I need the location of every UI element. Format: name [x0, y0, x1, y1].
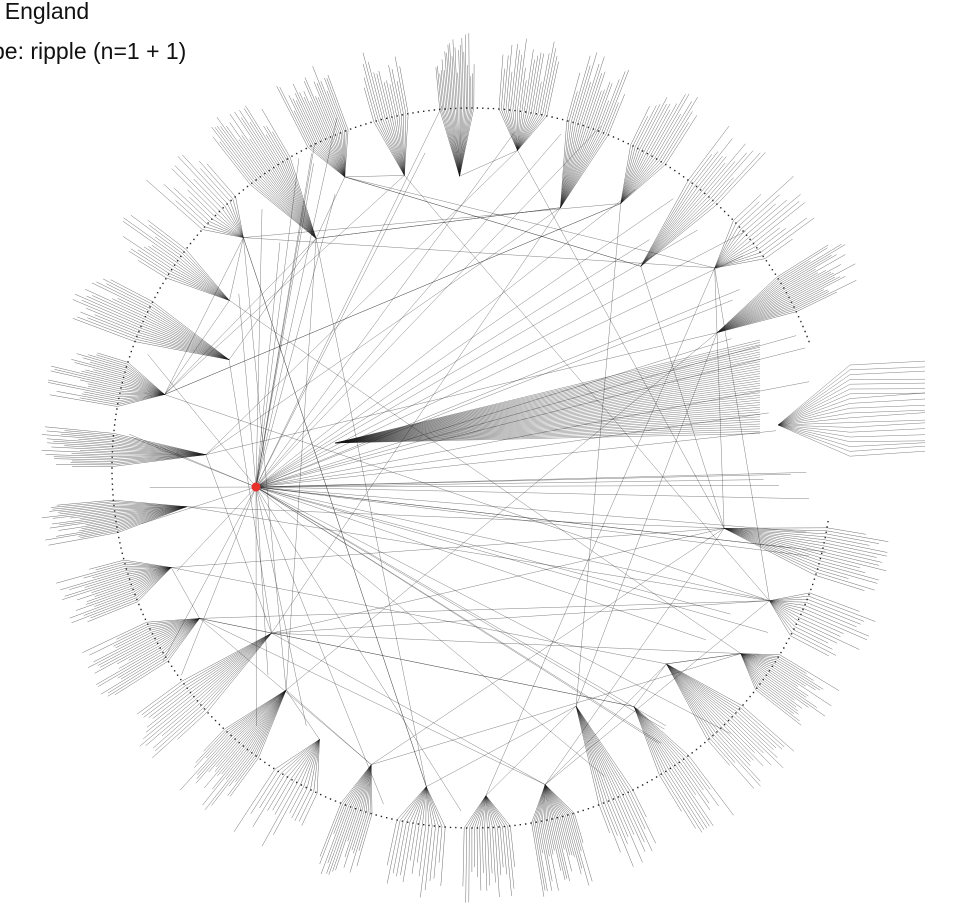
edge-bundle — [129, 106, 926, 812]
edge-bundle — [41, 33, 889, 903]
caption-node-label: : England — [0, 0, 90, 24]
focus-node — [251, 482, 261, 492]
graph-edges — [41, 33, 926, 903]
graph-nodes — [111, 107, 829, 829]
ring-nodes — [111, 107, 829, 829]
caption-type-label: pe: ripple (n=1 + 1) — [0, 38, 187, 64]
